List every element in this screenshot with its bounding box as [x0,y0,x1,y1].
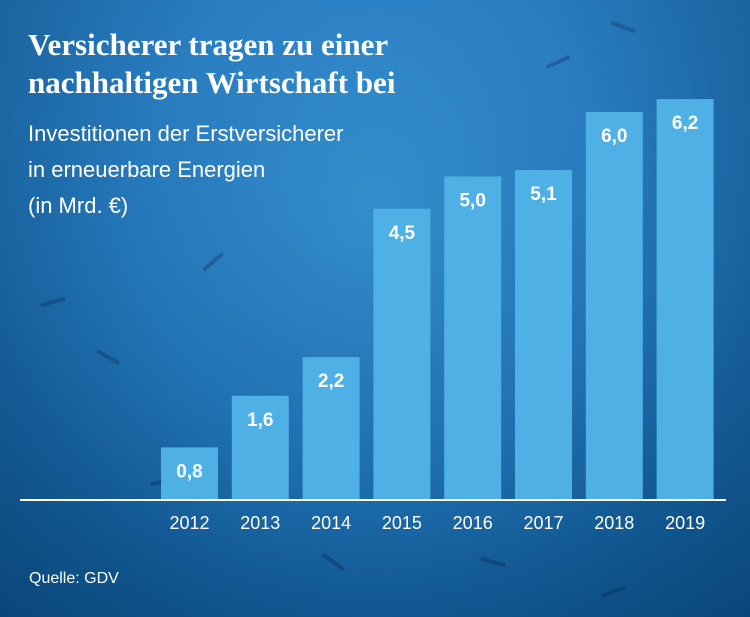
value-label-2012: 0,8 [176,461,202,482]
value-label-2017: 5,1 [530,184,557,205]
value-label-2015: 4,5 [389,223,416,244]
value-label-2016: 5,0 [459,191,485,212]
x-tick-label-2015: 2015 [382,513,422,533]
value-label-2019: 6,2 [672,113,698,134]
bar-2013 [231,395,289,499]
x-tick-label-2017: 2017 [523,513,563,533]
value-label-2018: 6,0 [601,126,627,147]
chart-title-line-2: nachhaltigen Wirtschaft bei [28,65,396,100]
value-label-2014: 2,2 [318,371,344,392]
chart-title-line-1: Versicherer tragen zu einer [28,27,389,62]
chart-subtitle-line-3: (in Mrd. €) [28,193,129,218]
bar-2015 [373,208,431,499]
source-note: Quelle: GDV [29,570,119,587]
chart-subtitle-line-2: in erneuerbare Energien [28,157,266,182]
chart-subtitle-line-1: Investitionen der Erstversicherer [28,121,344,146]
value-label-2013: 1,6 [247,410,273,431]
bar-2017 [515,170,572,500]
chart-title: Versicherer tragen zu einer nachhaltigen… [28,26,588,102]
x-tick-label-2014: 2014 [311,513,351,533]
x-tick-label-2019: 2019 [665,513,705,533]
bar-2012 [161,447,218,499]
chart-subtitle: Investitionen der Erstversicherer in ern… [28,116,428,224]
bar-2019 [656,99,714,499]
x-tick-label-2013: 2013 [240,513,280,533]
bar-2016 [444,176,502,499]
x-tick-label-2018: 2018 [594,513,634,533]
x-tick-label-2012: 2012 [169,513,209,533]
bar-2014 [302,357,360,499]
x-tick-label-2016: 2016 [453,513,493,533]
bar-2018 [585,112,643,499]
